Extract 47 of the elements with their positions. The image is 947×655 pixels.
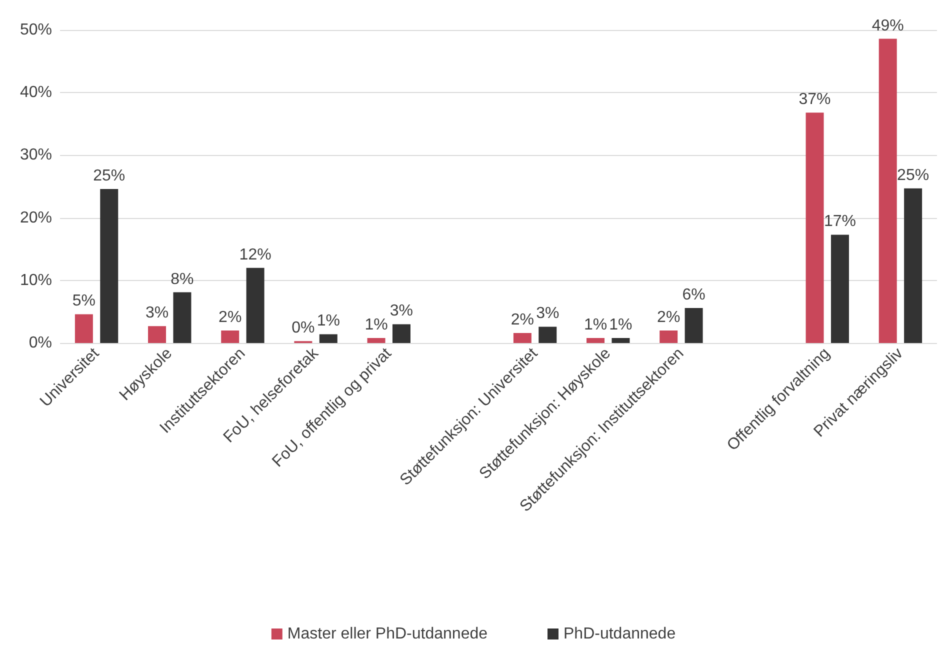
bar: [392, 324, 410, 343]
bar: [221, 330, 240, 343]
data-label: 25%: [897, 166, 930, 184]
y-tick-label: 50%: [20, 22, 52, 38]
data-label: 5%: [72, 292, 96, 310]
data-label: 3%: [536, 305, 560, 322]
data-label: 1%: [584, 316, 608, 334]
bar: [74, 314, 93, 343]
bar: [148, 326, 166, 343]
data-label: 1%: [316, 312, 340, 330]
data-label: 17%: [824, 213, 856, 230]
data-label: 1%: [364, 316, 388, 334]
data-label: 0%: [292, 320, 315, 337]
bar: [367, 338, 386, 343]
bar: [586, 338, 605, 343]
bar: [538, 326, 557, 343]
bar: [612, 338, 630, 343]
data-label: 2%: [510, 311, 534, 328]
bar: [100, 189, 118, 343]
data-label: 2%: [218, 308, 242, 326]
y-tick-label: 20%: [20, 209, 52, 226]
y-tick-label: 10%: [20, 272, 52, 289]
bar: [878, 38, 897, 343]
y-tick-label: 40%: [20, 84, 52, 102]
bar: [319, 334, 338, 343]
bar: [173, 292, 192, 343]
data-label: 2%: [657, 308, 680, 326]
legend-label: PhD-utdannede: [564, 626, 676, 642]
data-label: 12%: [239, 246, 272, 264]
bar: [830, 234, 849, 343]
bar: [904, 188, 922, 343]
data-label: 49%: [872, 17, 904, 34]
data-label: 3%: [145, 304, 169, 322]
data-label: 1%: [609, 316, 632, 334]
y-tick-label: 30%: [20, 146, 52, 164]
y-tick-label: 0%: [28, 334, 52, 352]
data-label: 6%: [682, 286, 706, 304]
data-label: 25%: [93, 168, 126, 185]
bar: [806, 112, 824, 343]
bar: [660, 330, 678, 343]
bar: [246, 268, 264, 343]
legend-label: Master eller PhD-utdannede: [287, 626, 488, 642]
bar: [684, 308, 703, 343]
data-label: 3%: [390, 302, 414, 320]
bar: [513, 332, 532, 343]
data-label: 37%: [798, 91, 831, 108]
data-label: 8%: [170, 270, 194, 288]
